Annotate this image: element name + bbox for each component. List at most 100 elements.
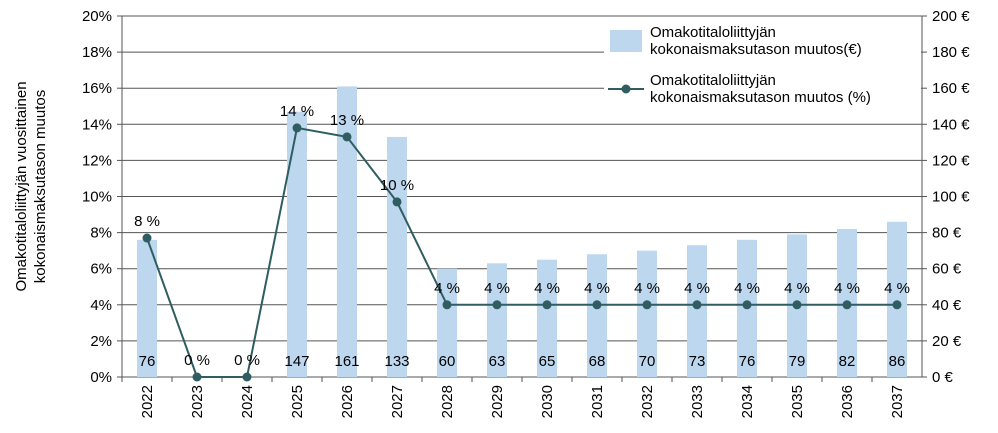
bar (537, 259, 557, 377)
y-tick-label: 2% (90, 333, 112, 350)
y2-tick-label: 80 € (932, 225, 962, 242)
line-marker (642, 300, 652, 310)
bar-value-label: 63 (489, 353, 506, 370)
x-tick-label: 2036 (839, 385, 856, 418)
line-marker (742, 300, 752, 310)
y-tick-label: 4% (90, 297, 112, 314)
y-tick-label: 20% (82, 8, 112, 25)
y-tick-label: 8% (90, 225, 112, 242)
bar-value-label: 76 (139, 353, 156, 370)
line-marker (142, 233, 152, 243)
line-value-label: 10 % (380, 177, 414, 194)
bar-value-label: 147 (284, 353, 309, 370)
line-value-label: 4 % (534, 280, 560, 297)
y-tick-label: 10% (82, 189, 112, 206)
bar-value-label: 133 (384, 353, 409, 370)
bar-value-label: 73 (689, 353, 706, 370)
bar (387, 136, 407, 377)
bar-value-label: 76 (739, 353, 756, 370)
line-marker (592, 300, 602, 310)
y-axis-label: Omakotitaloliittyjän vuosittainen (13, 81, 30, 291)
legend-label-line: kokonaismaksutason muutos (%) (650, 89, 871, 106)
bar-value-label: 161 (334, 353, 359, 370)
x-tick-label: 2028 (439, 385, 456, 418)
line-marker (842, 300, 852, 310)
bar (887, 221, 907, 377)
y2-tick-label: 200 € (932, 8, 970, 25)
legend-label: Omakotitaloliittyjän kokonaismaksutason m… (650, 24, 862, 58)
x-tick-label: 2037 (889, 385, 906, 418)
bar-value-label: 70 (639, 353, 656, 370)
y-tick-label: 12% (82, 152, 112, 169)
line-marker (392, 197, 402, 207)
x-tick-label: 2027 (389, 385, 406, 418)
bar-value-label: 60 (439, 353, 456, 370)
line-value-label: 4 % (734, 280, 760, 297)
x-tick-label: 2032 (639, 385, 656, 418)
bar (137, 239, 157, 377)
bar-value-label: 82 (839, 353, 856, 370)
y2-tick-label: 60 € (932, 261, 962, 278)
x-tick-label: 2029 (489, 385, 506, 418)
x-tick-label: 2035 (789, 385, 806, 418)
line-marker (242, 372, 252, 382)
line-marker (692, 300, 702, 310)
x-tick-label: 2025 (289, 385, 306, 418)
y-tick-label: 16% (82, 80, 112, 97)
y-tick-label: 18% (82, 44, 112, 61)
line-value-label: 4 % (584, 280, 610, 297)
line-value-label: 4 % (634, 280, 660, 297)
line-value-label: 13 % (330, 112, 364, 129)
line-value-label: 4 % (434, 280, 460, 297)
legend-label-line: Omakotitaloliittyjän (650, 24, 776, 41)
y-tick-label: 0% (90, 369, 112, 386)
bar-value-label: 86 (889, 353, 906, 370)
legend-swatch (610, 30, 642, 52)
line-value-label: 4 % (834, 280, 860, 297)
bar-value-label: 68 (589, 353, 606, 370)
x-tick-label: 2030 (539, 385, 556, 418)
legend-swatch (621, 84, 631, 94)
y-tick-label: 6% (90, 261, 112, 278)
line-marker (492, 300, 502, 310)
y2-tick-label: 160 € (932, 80, 970, 97)
y2-tick-label: 140 € (932, 116, 970, 133)
x-tick-label: 2024 (239, 385, 256, 418)
legend-box (604, 18, 921, 112)
line-value-label: 4 % (884, 280, 910, 297)
y2-tick-label: 120 € (932, 152, 970, 169)
line-marker (892, 300, 902, 310)
y2-tick-label: 180 € (932, 44, 970, 61)
legend-label: Omakotitaloliittyjän kokonaismaksutason m… (650, 72, 871, 106)
line-value-label: 8 % (134, 213, 160, 230)
bar (287, 111, 307, 377)
bar (337, 86, 357, 378)
bar (637, 250, 657, 377)
y2-tick-label: 100 € (932, 189, 970, 206)
line-marker (442, 300, 452, 310)
line-value-label: 4 % (684, 280, 710, 297)
x-tick-label: 2022 (139, 385, 156, 418)
line-marker (192, 372, 202, 382)
y-tick-label: 14% (82, 116, 112, 133)
line-value-label: 4 % (484, 280, 510, 297)
line-marker (292, 123, 302, 133)
line-value-label: 0 % (184, 352, 210, 369)
line-marker (542, 300, 552, 310)
y-axis-label: kokonaismaksutason muutos (32, 90, 49, 283)
x-tick-label: 2034 (739, 385, 756, 418)
y2-tick-label: 0 € (932, 369, 954, 386)
bar (487, 263, 507, 377)
bar (687, 245, 707, 377)
legend-label-line: Omakotitaloliittyjän (650, 72, 776, 89)
line-value-label: 4 % (784, 280, 810, 297)
x-tick-label: 2033 (689, 385, 706, 418)
legend-label-line: kokonaismaksutason muutos(€) (650, 41, 862, 58)
bar-value-label: 65 (539, 353, 556, 370)
y2-tick-label: 20 € (932, 333, 962, 350)
x-tick-label: 2026 (339, 385, 356, 418)
line-marker (342, 132, 352, 142)
x-tick-label: 2031 (589, 385, 606, 418)
y2-tick-label: 40 € (932, 297, 962, 314)
